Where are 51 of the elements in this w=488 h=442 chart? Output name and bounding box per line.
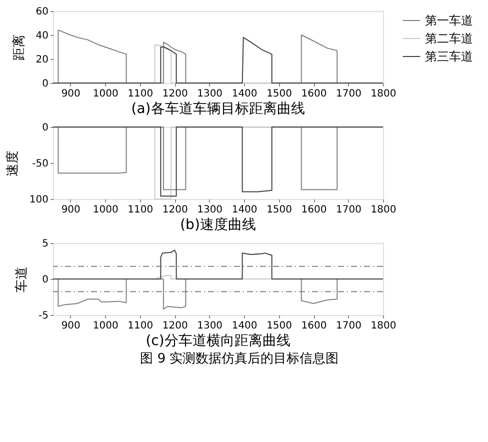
- y-tick-label: 5: [42, 238, 48, 250]
- y-axis-title: 车道: [14, 266, 30, 292]
- y-tick-label: 0: [42, 274, 48, 286]
- x-tick-label: 1300: [197, 88, 223, 100]
- y-axis-title: 距离: [10, 34, 27, 60]
- x-tick-label: 1200: [162, 88, 188, 100]
- x-tick-label: 1300: [197, 204, 223, 216]
- x-tick-label: 1700: [336, 88, 362, 100]
- x-tick-label: 900: [61, 320, 80, 332]
- legend-label: 第一车道: [425, 14, 473, 28]
- x-tick-label: 900: [61, 88, 80, 100]
- x-tick-label: 1800: [370, 320, 396, 332]
- y-tick-label: 20: [36, 54, 48, 66]
- x-tick-label: 1600: [301, 88, 327, 100]
- caption: 图 9 实测数据仿真后的目标信息图: [140, 352, 339, 366]
- line-series: [52, 250, 384, 280]
- y-tick-label: -50: [32, 158, 48, 170]
- text: (c)分车道横向距离曲线: [146, 333, 290, 349]
- x-tick-label: 1500: [266, 320, 292, 332]
- y-tick-label: 0: [42, 122, 48, 134]
- x-tick-label: 1300: [197, 320, 223, 332]
- text: (b)速度曲线: [180, 217, 256, 233]
- x-tick-label: 1500: [266, 88, 292, 100]
- x-tick-label: 1400: [232, 88, 258, 100]
- x-tick-label: 1400: [232, 204, 258, 216]
- y-tick-label: 40: [36, 30, 48, 42]
- legend-label: 第三车道: [425, 50, 473, 64]
- y-tick-label: 100: [29, 194, 48, 206]
- text: (a)各车道车辆目标距离曲线: [131, 101, 305, 117]
- legend-label: 第二车道: [425, 32, 473, 46]
- y-axis-title: 速度: [4, 150, 20, 176]
- x-tick-label: 1800: [370, 204, 396, 216]
- x-tick-label: 1700: [336, 320, 362, 332]
- x-tick-label: 1000: [92, 88, 118, 100]
- y-tick-label: 0: [42, 78, 48, 90]
- x-tick-label: 1200: [162, 320, 188, 332]
- x-tick-label: 900: [61, 204, 80, 216]
- x-tick-label: 1100: [128, 320, 154, 332]
- x-tick-label: 1500: [266, 204, 292, 216]
- x-tick-label: 1000: [92, 320, 118, 332]
- x-tick-label: 1100: [128, 204, 154, 216]
- x-tick-label: 1800: [370, 88, 396, 100]
- y-tick-label: -5: [38, 310, 48, 322]
- x-tick-label: 1000: [92, 204, 118, 216]
- x-tick-label: 1600: [301, 204, 327, 216]
- x-tick-label: 1600: [301, 320, 327, 332]
- x-tick-label: 1100: [128, 88, 154, 100]
- x-tick-label: 1200: [162, 204, 188, 216]
- x-tick-label: 1400: [232, 320, 258, 332]
- y-tick-label: 60: [36, 6, 48, 18]
- x-tick-label: 1700: [336, 204, 362, 216]
